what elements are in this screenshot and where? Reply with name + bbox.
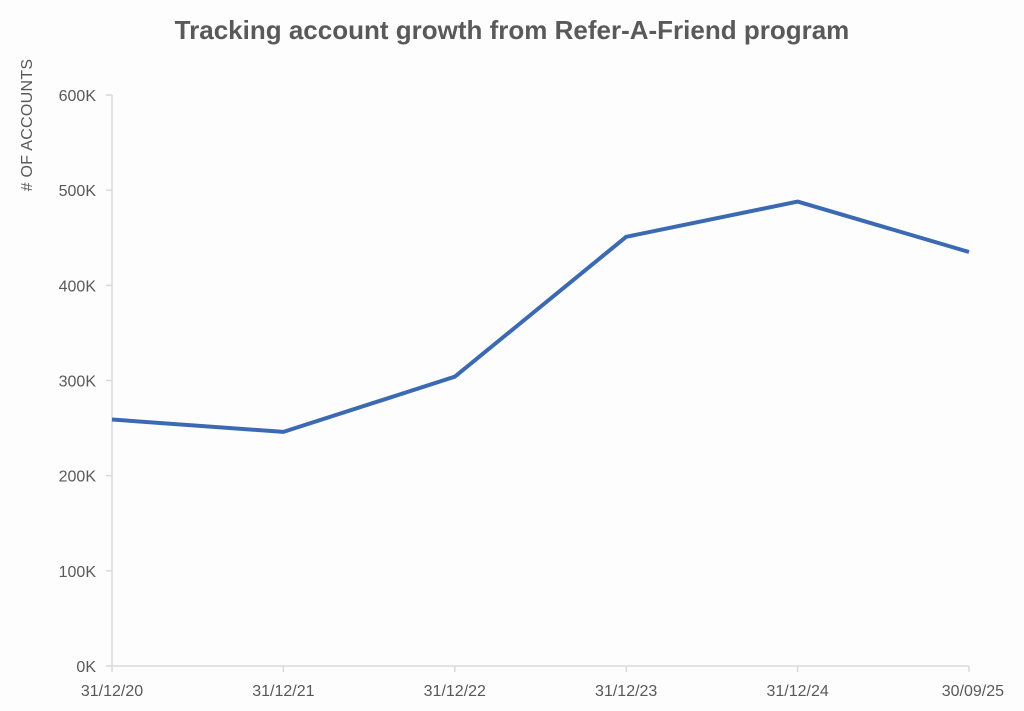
y-tick-label: 400K: [59, 278, 97, 295]
y-tick-label: 500K: [59, 183, 97, 200]
series-line: [111, 199, 970, 434]
x-axis: 31/12/20 31/12/21 31/12/22 31/12/23 31/12/24…: [81, 665, 1004, 700]
y-tick-label: 300K: [59, 374, 97, 391]
x-tick-label: 31/12/23: [595, 683, 657, 700]
x-tick-label: 31/12/20: [81, 683, 143, 700]
y-tick-label: 600K: [59, 88, 97, 105]
x-tick-label: 31/12/24: [766, 683, 828, 700]
series-group: [111, 199, 970, 434]
y-axis: 0K 100K 200K 300K 400K 500K 600K: [59, 88, 113, 676]
x-tick-label: 31/12/22: [424, 683, 486, 700]
y-tick-label: 200K: [59, 469, 97, 486]
y-tick-label: 0K: [76, 659, 96, 676]
x-tick-label: 30/09/25: [942, 683, 1004, 700]
chart-title: Tracking account growth from Refer-A-Fri…: [175, 15, 850, 45]
x-tick-label: 31/12/21: [252, 683, 314, 700]
y-tick-label: 100K: [59, 564, 97, 581]
y-axis-title: # OF ACCOUNTS: [19, 59, 36, 192]
